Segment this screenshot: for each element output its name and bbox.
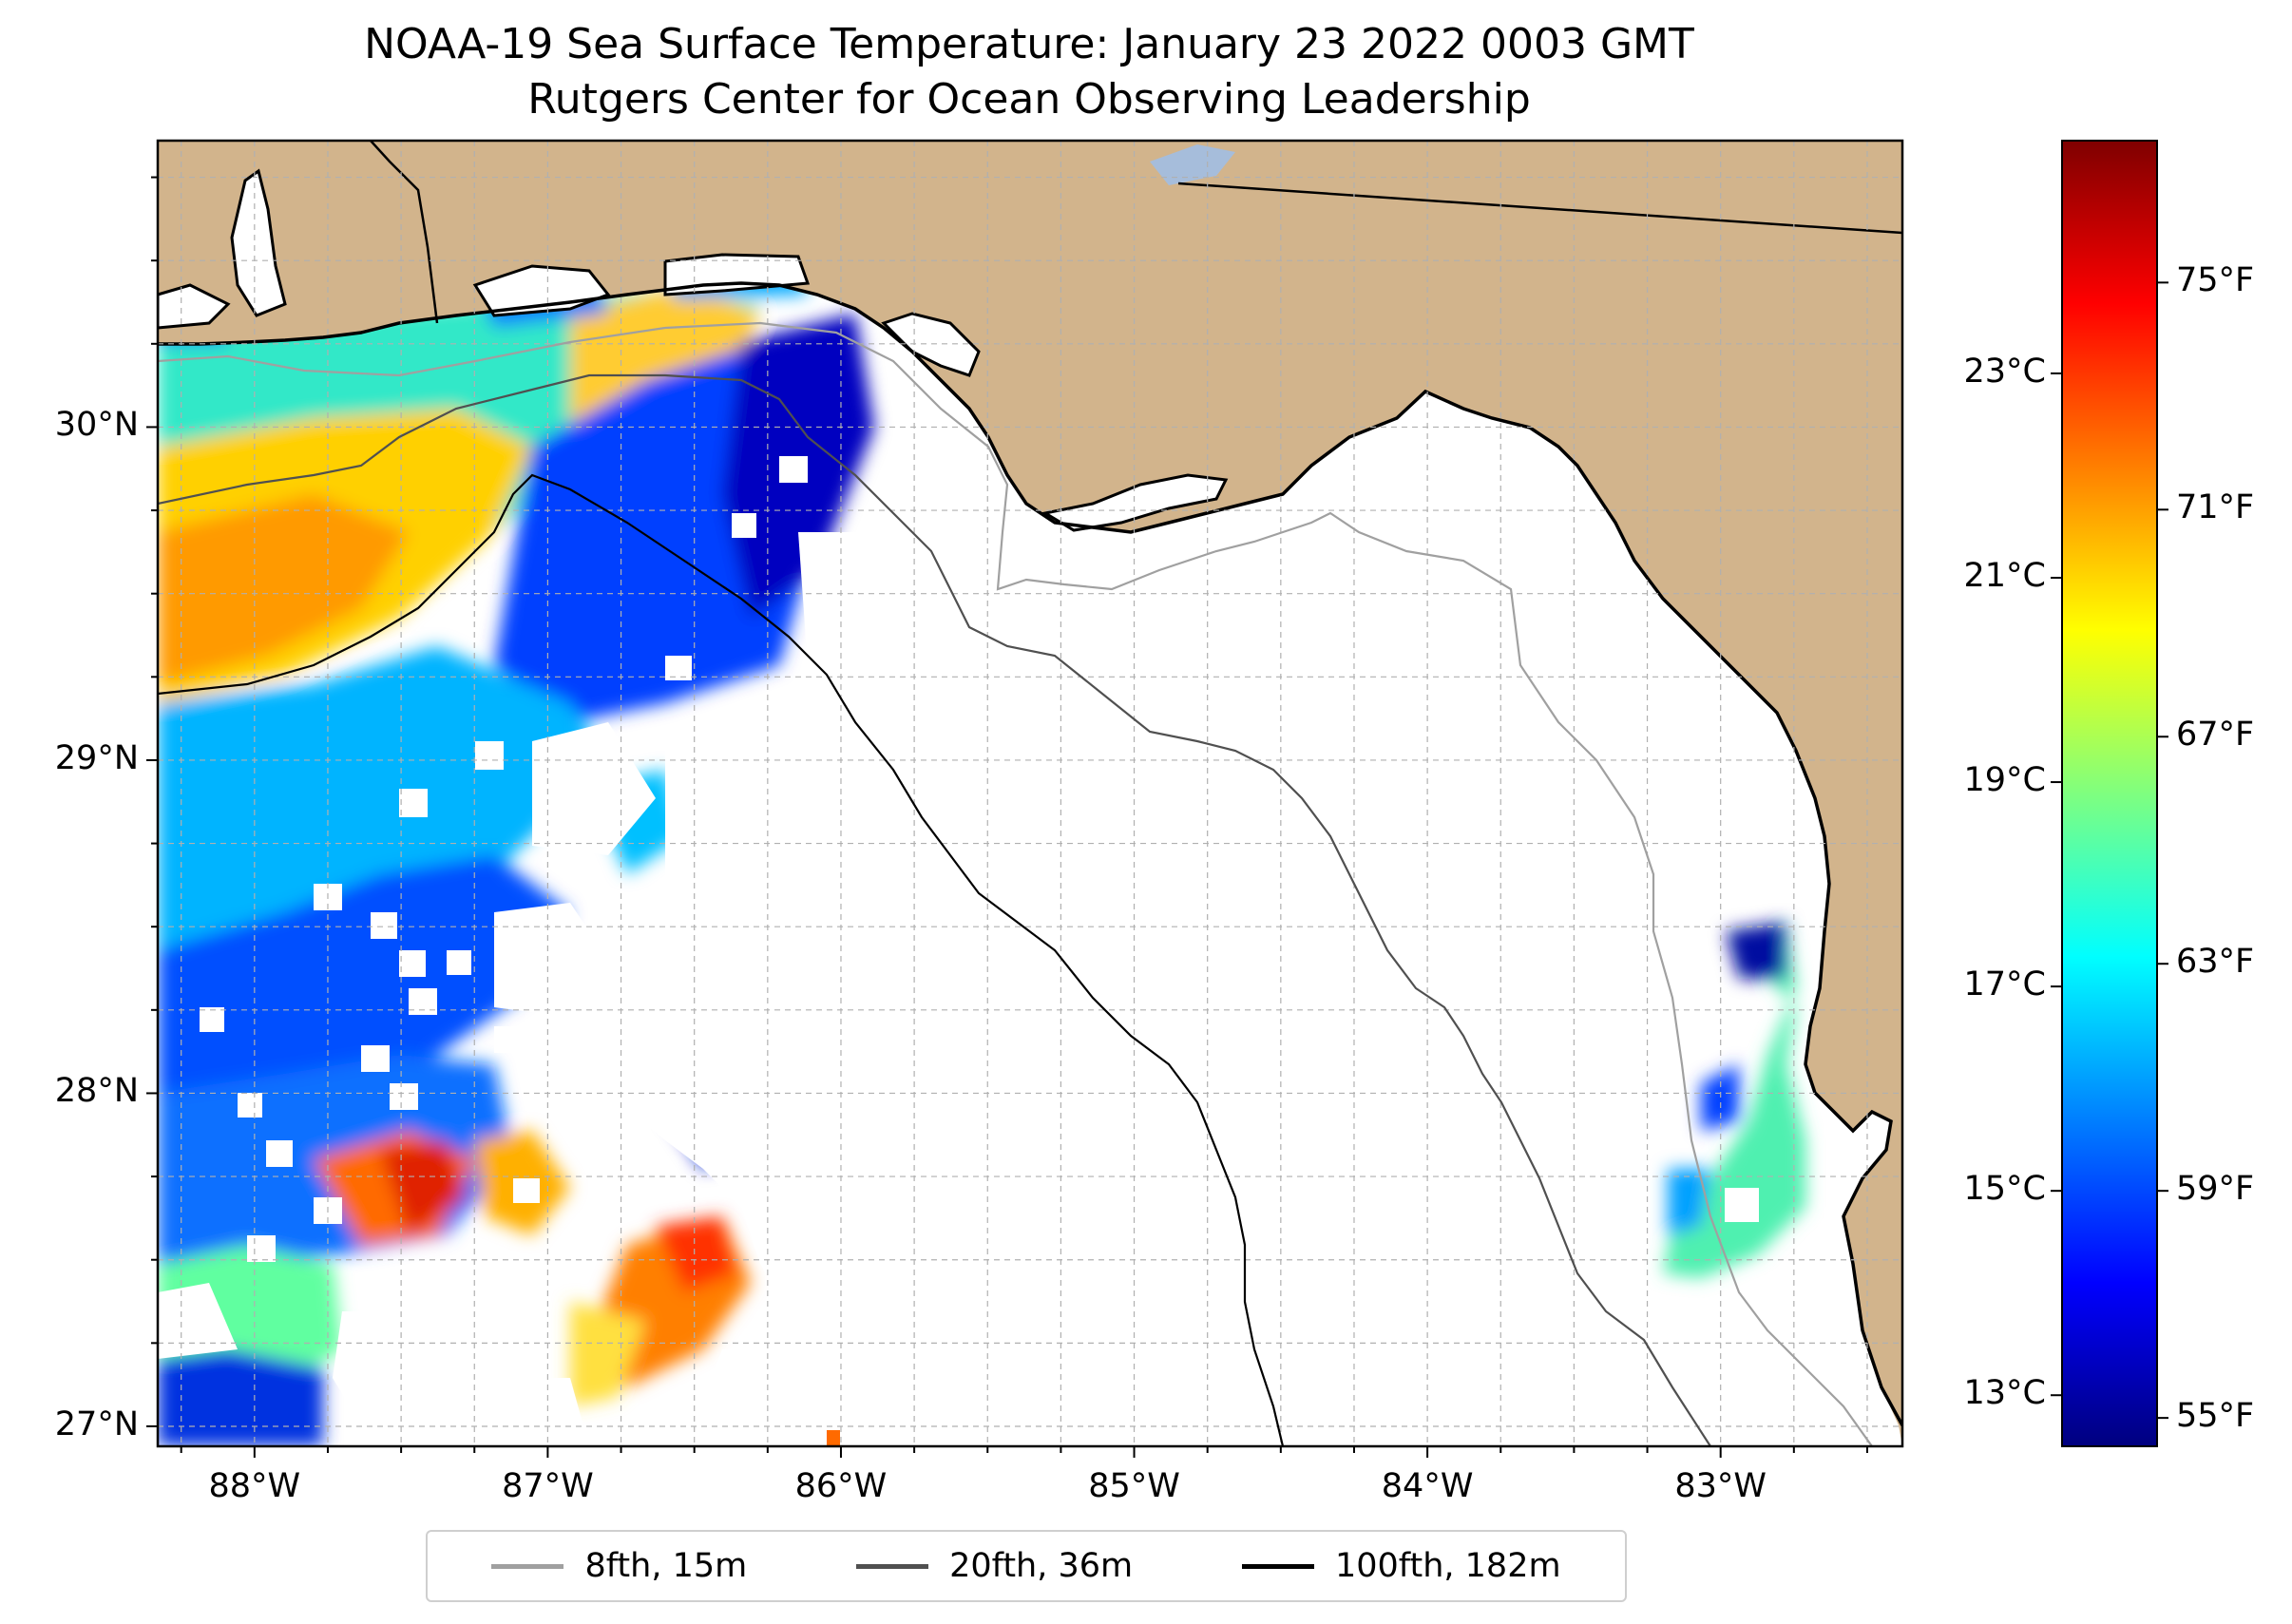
lon-label-88: 88°W xyxy=(208,1467,301,1505)
lon-label-83: 83°W xyxy=(1674,1467,1767,1505)
lat-label-30: 30°N xyxy=(54,406,139,445)
lon-label-86: 86°W xyxy=(794,1467,888,1505)
lat-label-29: 29°N xyxy=(54,738,139,777)
cbar-c-label: 13°C xyxy=(1963,1374,2046,1413)
lat-label-27: 27°N xyxy=(54,1404,139,1443)
isobath-legend: 8fth, 15m 20fth, 36m 100fth, 182m xyxy=(426,1530,1627,1602)
colorbar-gradient xyxy=(2061,140,2158,1447)
legend-entry-8fth: 8fth, 15m xyxy=(491,1547,747,1585)
cbar-f-label: 63°F xyxy=(2176,943,2255,982)
lon-label-84: 84°W xyxy=(1381,1467,1474,1505)
axis-ticks xyxy=(146,176,1868,1458)
legend-label: 8fth, 15m xyxy=(584,1547,748,1585)
cbar-c-label: 17°C xyxy=(1963,965,2046,1004)
isobaths xyxy=(158,321,1873,1446)
cbar-c-label: 15°C xyxy=(1963,1170,2046,1209)
chart-title-block: NOAA-19 Sea Surface Temperature: January… xyxy=(158,17,1900,127)
cbar-f-label: 59°F xyxy=(2176,1170,2255,1209)
cbar-f-label: 67°F xyxy=(2176,716,2255,755)
cbar-c-label: 23°C xyxy=(1963,352,2046,391)
land-layer xyxy=(158,141,1902,1446)
cbar-f-label: 71°F xyxy=(2176,488,2255,527)
lon-label-85: 85°W xyxy=(1088,1467,1180,1505)
chart-title: NOAA-19 Sea Surface Temperature: January… xyxy=(364,20,1694,68)
coastline xyxy=(158,281,1902,1426)
map-frame xyxy=(156,139,1904,1448)
cbar-c-label: 21°C xyxy=(1963,556,2046,595)
legend-entry-20fth: 20fth, 36m xyxy=(856,1547,1133,1585)
state-boundary-ga-fl xyxy=(1177,182,1902,235)
lat-label-28: 28°N xyxy=(54,1072,139,1111)
colorbar-ticks xyxy=(2051,281,2168,1420)
legend-swatch xyxy=(1241,1563,1314,1569)
legend-swatch xyxy=(491,1563,564,1569)
cbar-f-label: 75°F xyxy=(2176,261,2255,300)
isobath-100fth xyxy=(158,473,1285,1446)
cbar-f-label: 55°F xyxy=(2176,1397,2255,1436)
state-boundary-al-fl xyxy=(370,141,439,324)
lake-seminole xyxy=(1150,144,1235,185)
legend-label: 20fth, 36m xyxy=(949,1547,1134,1585)
isobath-8fth xyxy=(158,321,1873,1446)
lon-label-87: 87°W xyxy=(502,1467,594,1505)
mobile-bay xyxy=(230,168,287,317)
isobath-20fth xyxy=(158,373,1711,1446)
legend-swatch xyxy=(856,1563,929,1569)
legend-entry-100fth: 100fth, 182m xyxy=(1241,1547,1561,1585)
chart-subtitle: Rutgers Center for Ocean Observing Leade… xyxy=(527,75,1531,124)
cbar-c-label: 19°C xyxy=(1963,761,2046,800)
legend-label: 100fth, 182m xyxy=(1334,1547,1561,1585)
gridlines xyxy=(158,141,1902,1446)
